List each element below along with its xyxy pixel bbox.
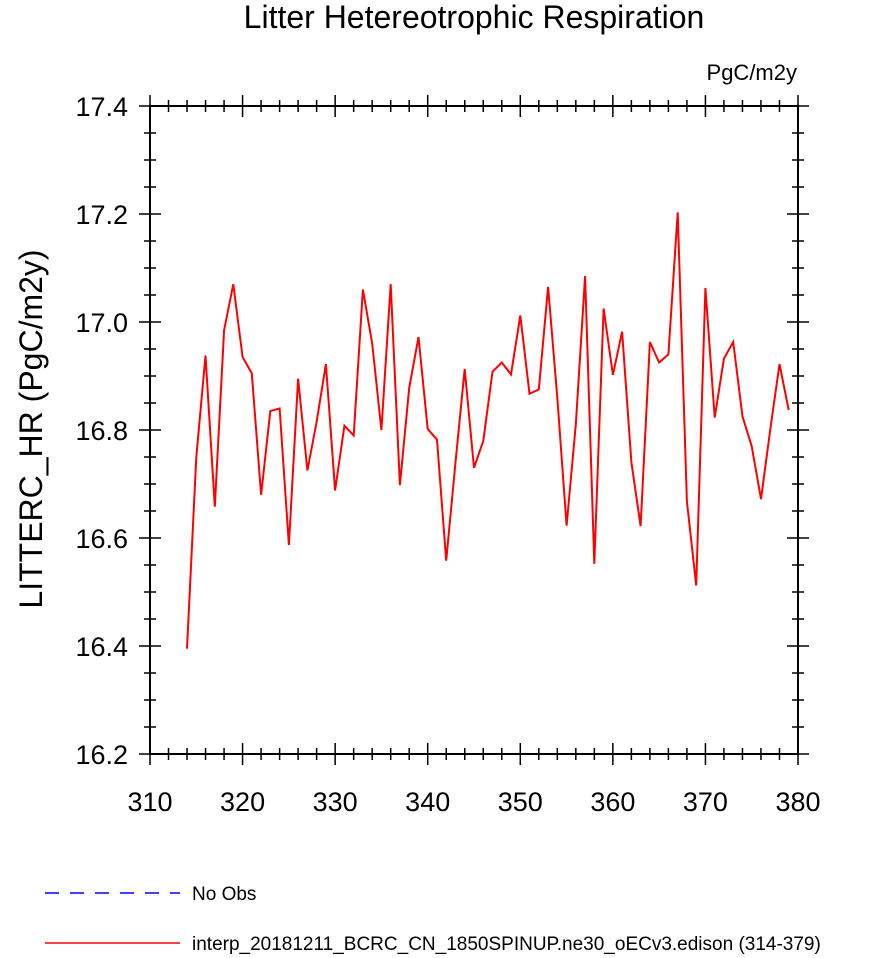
chart-title: Litter Hetereotrophic Respiration: [244, 0, 705, 35]
y-tick-label: 16.4: [75, 632, 128, 662]
plot-frame: [149, 105, 799, 755]
x-tick-label: 380: [775, 787, 820, 817]
y-axis-label: LITTERC_HR (PgC/m2y): [13, 249, 49, 608]
series-line: [186, 212, 790, 649]
y-tick-label: 16.6: [75, 524, 128, 554]
x-tick-label: 330: [313, 787, 358, 817]
axis-tick-labels: 310 320 330 340 350 360 370 380 16.2 16.4 16.6 16.8…: [75, 92, 820, 817]
y-tick-label: 17.4: [75, 92, 128, 122]
legend-label: No Obs: [192, 884, 256, 905]
x-tick-label: 360: [590, 787, 635, 817]
units-label: PgC/m2y: [707, 60, 797, 85]
x-tick-label: 310: [127, 787, 172, 817]
x-tick-label: 350: [498, 787, 543, 817]
legend: No Obs interp_20181211_BCRC_CN_1850SPINUP…: [45, 884, 821, 955]
y-tick-label: 16.2: [75, 740, 128, 770]
series-layer: [186, 212, 790, 649]
legend-label: interp_20181211_BCRC_CN_1850SPINUP.ne30_…: [192, 934, 821, 955]
y-tick-label: 16.8: [75, 416, 128, 446]
x-tick-label: 370: [683, 787, 728, 817]
axis-ticks: [139, 95, 809, 765]
y-tick-label: 17.0: [75, 308, 128, 338]
x-tick-label: 340: [405, 787, 450, 817]
y-tick-label: 17.2: [75, 200, 128, 230]
x-tick-label: 320: [220, 787, 265, 817]
